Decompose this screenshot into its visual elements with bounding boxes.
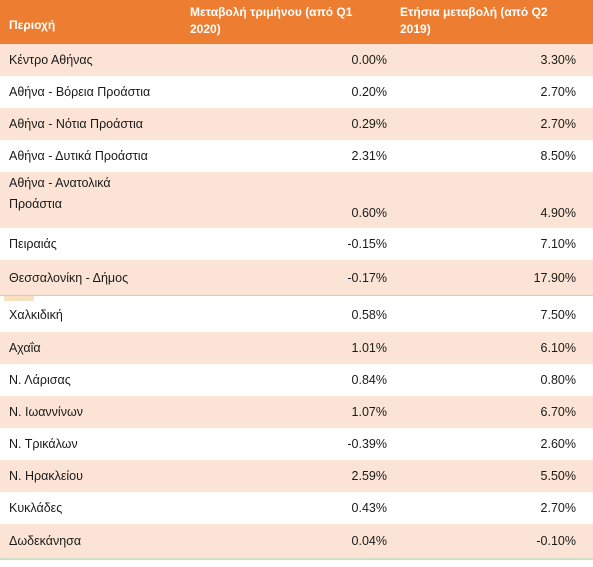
region-line2: Προάστια (9, 197, 62, 211)
annual-change-cell: 8.50% (540, 149, 576, 163)
table-row: Αθήνα - Ανατολικά Προάστια 0.60% 4.90% (0, 172, 593, 228)
region-cell: Αθήνα - Δυτικά Προάστια (9, 149, 148, 163)
header-quarter-line2: 2020) (190, 22, 221, 36)
region-cell: Αθήνα - Βόρεια Προάστια (9, 85, 151, 99)
quarter-change-cell: 0.58% (351, 308, 387, 322)
quarter-change-cell: 0.29% (351, 117, 387, 131)
annual-change-cell: 2.70% (540, 117, 576, 131)
table-row: Ν. Λάρισας 0.84% 0.80% (0, 364, 593, 396)
table-row: Κυκλάδες 0.43% 2.70% (0, 492, 593, 524)
annual-change-cell: 2.70% (540, 501, 576, 515)
quarter-change-cell: 0.20% (351, 85, 387, 99)
table-header: Περιοχή Μεταβολή τριμήνου (από Q1 2020) … (0, 0, 593, 44)
annual-change-cell: 7.10% (540, 237, 576, 251)
annual-change-cell: 3.30% (540, 53, 576, 67)
quarter-change-cell: 0.60% (351, 206, 387, 220)
quarter-change-cell: 1.07% (351, 405, 387, 419)
quarter-change-cell: 0.84% (351, 373, 387, 387)
region-cell: Ν. Τρικάλων (9, 437, 78, 451)
region-cell: Αθήνα - Νότια Προάστια (9, 117, 144, 131)
region-cell: Κυκλάδες (9, 501, 63, 515)
quarter-change-cell: -0.15% (347, 237, 387, 251)
annual-change-cell: 6.70% (540, 405, 576, 419)
region-cell: Αθήνα - Ανατολικά Προάστια (9, 172, 189, 228)
table-row: Ν. Ιωαννίνων 1.07% 6.70% (0, 396, 593, 428)
region-cell: Ν. Λάρισας (9, 373, 71, 387)
region-cell: Δωδεκάνησα (9, 534, 82, 548)
annual-change-cell: 17.90% (533, 270, 576, 285)
quarter-change-cell: 2.31% (351, 149, 387, 163)
region-cell: Ν. Ηρακλείου (9, 469, 83, 483)
header-region: Περιοχή (9, 18, 56, 32)
region-cell: Χαλκιδική (9, 308, 63, 322)
annual-change-cell: 6.10% (540, 341, 576, 355)
annual-change-cell: 4.90% (540, 206, 576, 220)
header-annual-line1: Ετήσια μεταβολή (από Q2 (400, 5, 548, 19)
quarter-change-cell: 2.59% (351, 469, 387, 483)
table-row: Θεσσαλονίκη - Δήμος -0.17% 17.90% (0, 260, 593, 295)
region-line1: Αθήνα - Ανατολικά (9, 176, 111, 190)
annual-change-cell: 2.60% (540, 437, 576, 451)
region-cell: Θεσσαλονίκη - Δήμος (9, 270, 129, 285)
table-row: Αθήνα - Βόρεια Προάστια 0.20% 2.70% (0, 76, 593, 108)
quarter-change-cell: 0.00% (351, 53, 387, 67)
annual-change-cell: 5.50% (540, 469, 576, 483)
annual-change-cell: 0.80% (540, 373, 576, 387)
quarter-change-cell: -0.17% (347, 270, 387, 285)
annual-change-cell: -0.10% (536, 534, 576, 548)
table-row: Δωδεκάνησα 0.04% -0.10% (0, 524, 593, 558)
table-row: Κέντρο Αθήνας 0.00% 3.30% (0, 44, 593, 76)
region-cell: Αχαΐα (9, 341, 41, 355)
table-bottom-edge (0, 558, 593, 560)
section-divider (0, 295, 593, 296)
quarter-change-cell: 0.04% (351, 534, 387, 548)
quarter-change-cell: 0.43% (351, 501, 387, 515)
table-row: Πειραιάς -0.15% 7.10% (0, 228, 593, 260)
table-row: Ν. Ηρακλείου 2.59% 5.50% (0, 460, 593, 492)
faint-watermark-mark (4, 296, 34, 301)
header-annual-line2: 2019) (400, 22, 431, 36)
table-row: Αχαΐα 1.01% 6.10% (0, 332, 593, 364)
quarter-change-cell: -0.39% (347, 437, 387, 451)
annual-change-cell: 7.50% (540, 308, 576, 322)
region-cell: Ν. Ιωαννίνων (9, 405, 83, 419)
region-cell: Κέντρο Αθήνας (9, 53, 93, 67)
table-row: Ν. Τρικάλων -0.39% 2.60% (0, 428, 593, 460)
annual-change-cell: 2.70% (540, 85, 576, 99)
table-row: Αθήνα - Δυτικά Προάστια 2.31% 8.50% (0, 140, 593, 172)
header-quarter-line1: Μεταβολή τριμήνου (από Q1 (190, 5, 353, 19)
region-cell: Πειραιάς (9, 237, 57, 251)
table-row: Χαλκιδική 0.58% 7.50% (0, 298, 593, 332)
table-row: Αθήνα - Νότια Προάστια 0.29% 2.70% (0, 108, 593, 140)
quarter-change-cell: 1.01% (351, 341, 387, 355)
